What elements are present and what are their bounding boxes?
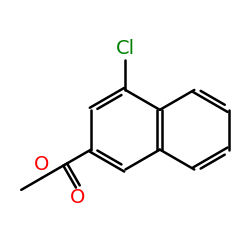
Text: O: O bbox=[34, 155, 50, 174]
Text: O: O bbox=[70, 188, 86, 208]
Text: Cl: Cl bbox=[116, 39, 135, 58]
